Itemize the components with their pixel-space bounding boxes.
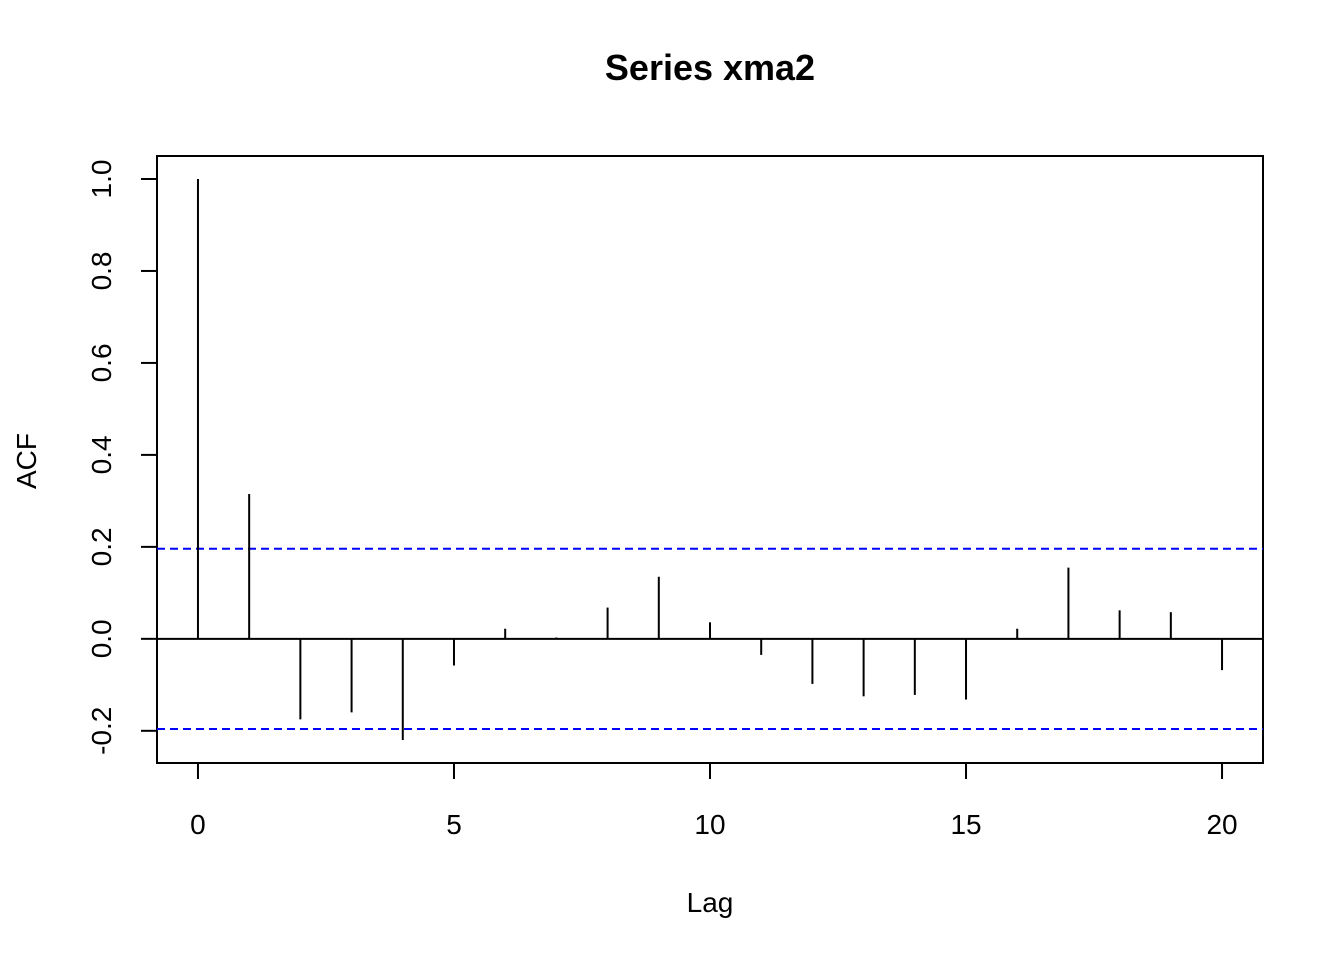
- y-axis-label: ACF: [11, 433, 42, 489]
- x-axis-label: Lag: [687, 887, 734, 918]
- y-axis: -0.2 0.0 0.2 0.4 0.6 0.8 1.0: [86, 160, 158, 755]
- x-axis: 0 5 10 15 20: [190, 762, 1238, 840]
- y-tick-label: 0.0: [86, 619, 117, 658]
- x-tick-label: 20: [1206, 809, 1237, 840]
- x-tick-label: 15: [950, 809, 981, 840]
- x-tick-label: 10: [694, 809, 725, 840]
- acf-bars: [196, 178, 1224, 741]
- plot-frame: [156, 155, 1264, 764]
- y-tick-label: 0.6: [86, 343, 117, 382]
- y-tick-label: 0.8: [86, 251, 117, 290]
- y-tick-label: 0.2: [86, 527, 117, 566]
- x-tick-label: 0: [190, 809, 206, 840]
- y-tick-label: -0.2: [86, 707, 117, 755]
- chart-title: Series xma2: [605, 47, 815, 88]
- y-tick-label: 0.4: [86, 435, 117, 474]
- y-tick-label: 1.0: [86, 160, 117, 199]
- x-tick-label: 5: [446, 809, 462, 840]
- confidence-bounds: [157, 547, 1263, 730]
